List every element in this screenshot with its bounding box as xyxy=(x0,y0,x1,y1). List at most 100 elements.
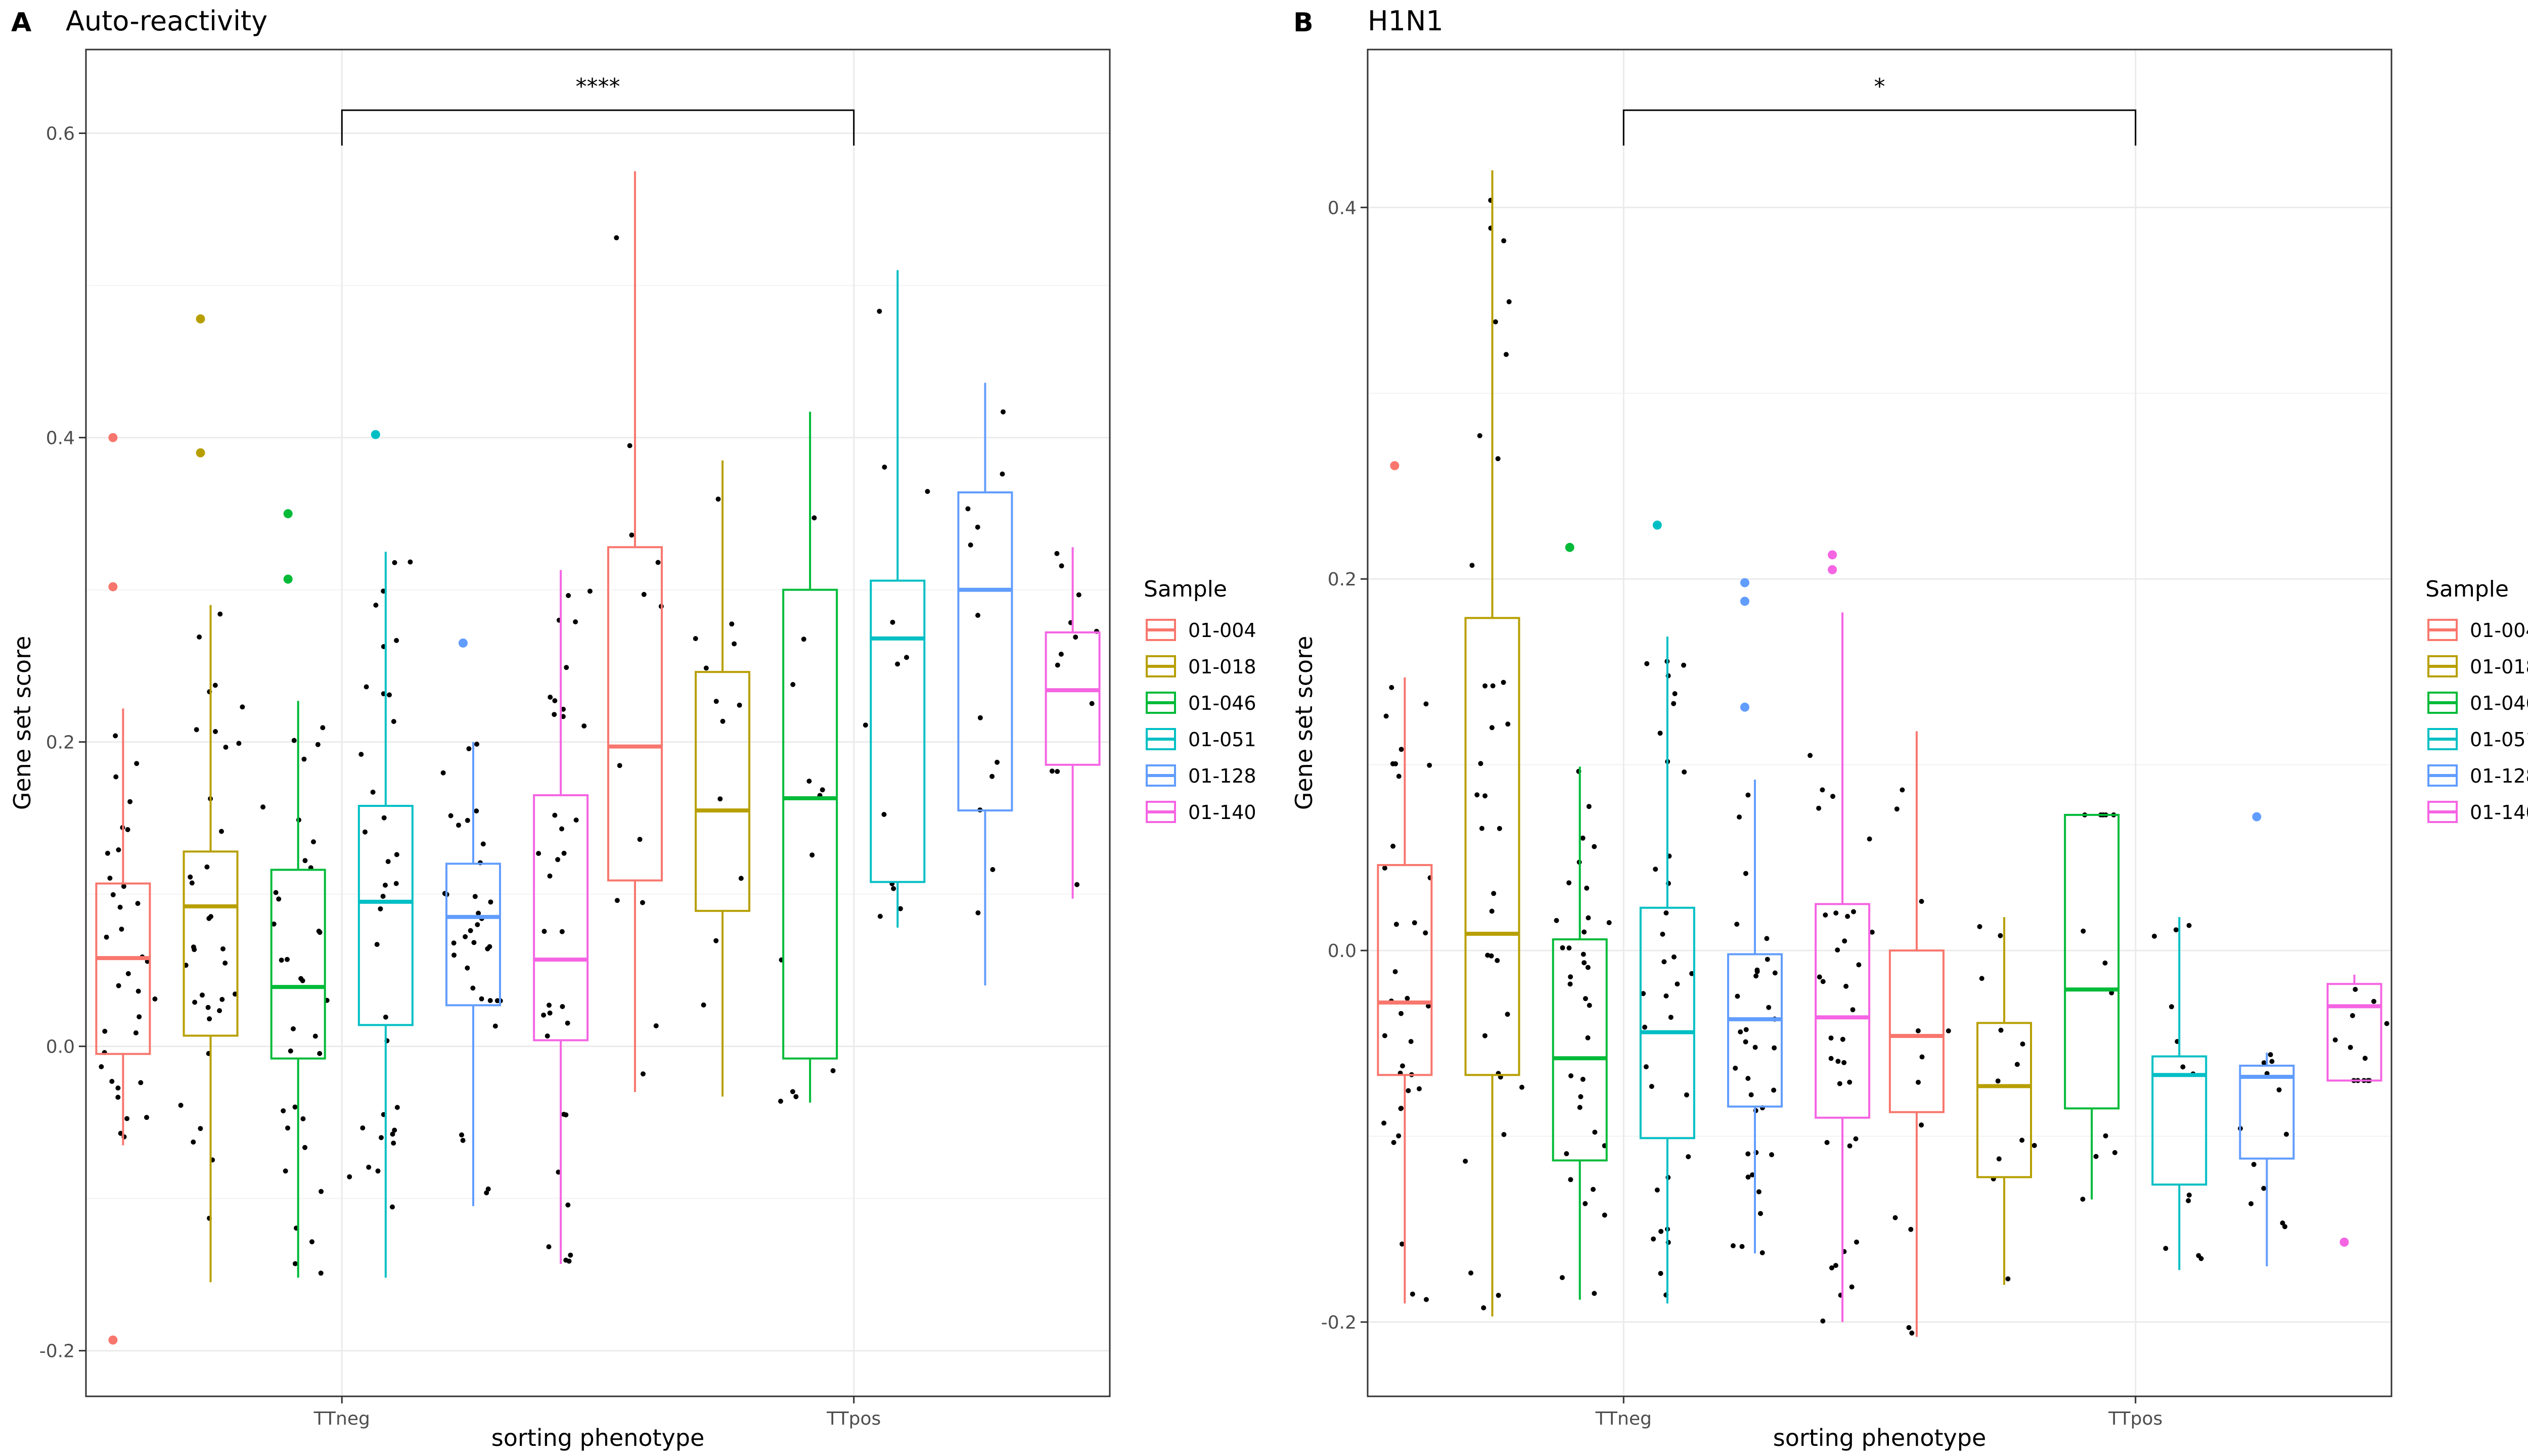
jitter-point xyxy=(1916,1079,1921,1085)
jitter-point xyxy=(1915,1028,1921,1033)
jitter-point xyxy=(1412,920,1417,926)
panel-border xyxy=(1367,49,2392,1397)
jitter-point xyxy=(1946,1028,1951,1034)
outlier-point xyxy=(196,314,205,324)
jitter-point xyxy=(233,991,238,997)
jitter-point xyxy=(385,859,391,864)
jitter-point xyxy=(1076,592,1081,598)
jitter-point xyxy=(640,900,645,905)
jitter-point xyxy=(614,898,620,903)
jitter-point xyxy=(1661,959,1667,965)
jitter-point xyxy=(1501,238,1507,244)
jitter-point xyxy=(484,1190,489,1196)
jitter-point xyxy=(2019,1138,2025,1143)
jitter-point xyxy=(240,704,245,710)
jitter-point xyxy=(1481,1305,1486,1310)
jitter-point xyxy=(1769,1152,1774,1157)
jitter-point xyxy=(1606,920,1612,925)
y-tick-label: 0.4 xyxy=(46,428,75,449)
y-tick-label: -0.2 xyxy=(39,1341,75,1362)
jitter-point xyxy=(292,1104,298,1110)
jitter-point xyxy=(1816,805,1822,811)
jitter-point xyxy=(370,789,376,795)
jitter-point xyxy=(2353,987,2358,992)
jitter-point xyxy=(793,1094,799,1100)
outlier-point xyxy=(1740,597,1749,606)
jitter-point xyxy=(1477,433,1482,438)
jitter-point xyxy=(975,613,980,618)
legend-label-01-018: 01-018 xyxy=(2470,656,2528,678)
jitter-point xyxy=(319,1189,324,1194)
jitter-point xyxy=(546,1244,552,1250)
jitter-point xyxy=(975,524,980,530)
jitter-point xyxy=(1772,1045,1777,1051)
jitter-point xyxy=(394,638,399,643)
jitter-point xyxy=(463,934,468,939)
jitter-point xyxy=(990,867,996,872)
jitter-point xyxy=(121,884,126,889)
jitter-point xyxy=(1658,1228,1664,1234)
box-01-051-TTneg xyxy=(1639,906,1695,1140)
jitter-point xyxy=(137,1014,142,1020)
jitter-point xyxy=(566,593,571,598)
jitter-point xyxy=(1845,914,1850,919)
box-01-004-TTneg xyxy=(95,882,151,1055)
jitter-point xyxy=(1592,844,1597,849)
outlier-point xyxy=(1652,520,1662,530)
jitter-point xyxy=(1469,563,1475,568)
jitter-point xyxy=(192,947,197,952)
jitter-point xyxy=(2020,1041,2025,1047)
jitter-point xyxy=(1908,1226,1914,1232)
jitter-point xyxy=(1823,912,1828,918)
jitter-point xyxy=(109,1079,115,1084)
jitter-point xyxy=(1828,1056,1834,1061)
jitter-point xyxy=(1919,1054,1925,1060)
jitter-point xyxy=(541,1012,547,1018)
legend-label-01-128: 01-128 xyxy=(2470,765,2528,787)
jitter-point xyxy=(1657,731,1663,736)
jitter-point xyxy=(474,742,479,747)
jitter-point xyxy=(1759,1250,1765,1255)
jitter-point xyxy=(1817,974,1822,980)
jitter-point xyxy=(191,1140,196,1145)
jitter-point xyxy=(545,1033,550,1039)
jitter-point xyxy=(653,1023,659,1029)
jitter-point xyxy=(1585,965,1591,970)
jitter-point xyxy=(136,988,141,994)
jitter-point xyxy=(1577,1105,1583,1110)
box-01-046-TTneg xyxy=(1552,938,1608,1162)
jitter-point xyxy=(135,901,141,906)
jitter-point xyxy=(1583,996,1588,1002)
jitter-point xyxy=(466,746,472,751)
jitter-point xyxy=(107,876,113,881)
jitter-point xyxy=(732,641,737,647)
legend-label-01-051: 01-051 xyxy=(2470,729,2528,751)
jitter-point xyxy=(1756,1189,1762,1195)
jitter-point xyxy=(565,1020,570,1026)
jitter-point xyxy=(1586,804,1592,809)
jitter-point xyxy=(119,926,124,932)
jitter-point xyxy=(1835,1059,1841,1064)
jitter-point xyxy=(995,759,1000,765)
jitter-point xyxy=(1651,1236,1656,1242)
jitter-point xyxy=(383,882,388,888)
jitter-point xyxy=(1654,1187,1660,1193)
jitter-point xyxy=(541,929,547,934)
jitter-point xyxy=(1493,319,1498,325)
outlier-point xyxy=(108,582,118,592)
jitter-point xyxy=(192,999,198,1005)
jitter-point xyxy=(222,961,228,966)
jitter-point xyxy=(1743,1039,1748,1044)
jitter-point xyxy=(561,850,567,856)
jitter-point xyxy=(703,665,709,671)
jitter-point xyxy=(152,996,158,1002)
jitter-point xyxy=(1653,867,1658,872)
panel-a: A Auto-reactivity -0.2 0.0 0.2 0.4 0.6 TTneg TTp… xyxy=(9,5,1256,1451)
jitter-point xyxy=(1405,995,1410,1001)
jitter-point xyxy=(1398,1011,1404,1016)
jitter-point xyxy=(472,894,478,899)
jitter-point xyxy=(133,1030,139,1036)
jitter-point xyxy=(1658,1270,1663,1276)
jitter-point xyxy=(863,722,868,728)
jitter-point xyxy=(1560,945,1565,950)
